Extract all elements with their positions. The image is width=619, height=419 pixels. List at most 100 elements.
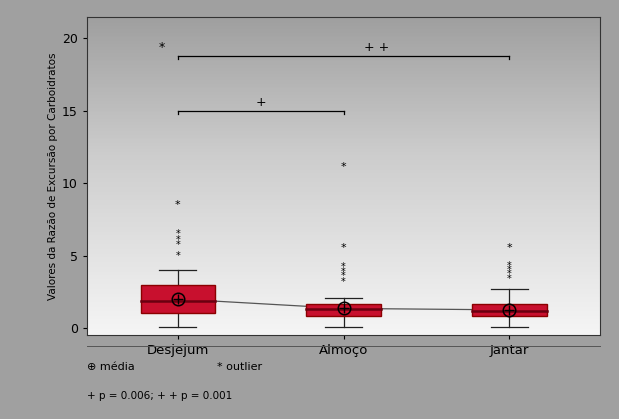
Bar	[87, 93, 600, 95]
Bar	[87, 96, 600, 98]
Bar	[87, 219, 600, 220]
Bar	[87, 171, 600, 173]
Bar	[87, 303, 600, 305]
Bar	[87, 200, 600, 202]
Bar	[87, 257, 600, 259]
Text: * outlier: * outlier	[217, 362, 262, 372]
Text: *: *	[175, 235, 180, 245]
Text: + p = 0.006; + + p = 0.001: + p = 0.006; + + p = 0.001	[87, 391, 232, 401]
Bar	[87, 23, 600, 25]
Bar	[87, 222, 600, 224]
Bar	[87, 44, 600, 45]
Bar	[87, 228, 600, 230]
Bar	[87, 206, 600, 208]
Bar	[87, 173, 600, 174]
Bar	[87, 256, 600, 257]
Bar	[87, 208, 600, 210]
Bar	[87, 315, 600, 316]
Bar	[87, 251, 600, 252]
Text: *: *	[341, 262, 346, 272]
Bar	[87, 279, 600, 281]
Bar	[87, 246, 600, 248]
Bar	[87, 332, 600, 334]
Bar	[87, 95, 600, 96]
Bar	[87, 170, 600, 171]
Bar	[87, 112, 600, 114]
Bar	[87, 127, 600, 128]
Text: ⊕ média: ⊕ média	[87, 362, 134, 372]
Bar	[87, 182, 600, 184]
Text: *: *	[507, 265, 512, 275]
Bar	[87, 194, 600, 195]
Bar	[87, 281, 600, 283]
Bar	[87, 179, 600, 181]
Bar	[87, 283, 600, 284]
Bar	[87, 144, 600, 146]
Bar	[87, 116, 600, 117]
Bar	[87, 100, 600, 101]
Bar	[87, 187, 600, 189]
Bar	[87, 275, 600, 276]
Bar	[87, 262, 600, 264]
Text: *: *	[175, 251, 180, 261]
Bar	[87, 65, 600, 66]
Bar	[87, 211, 600, 212]
Bar	[87, 108, 600, 109]
Text: *: *	[341, 271, 346, 281]
Bar	[87, 203, 600, 204]
Bar	[87, 327, 600, 329]
Bar	[87, 238, 600, 240]
Bar	[87, 190, 600, 192]
Bar	[87, 224, 600, 225]
Bar	[87, 195, 600, 197]
Bar	[87, 160, 600, 162]
Bar	[87, 155, 600, 157]
Bar	[87, 42, 600, 44]
Bar	[87, 109, 600, 111]
Bar	[87, 236, 600, 238]
Bar	[87, 122, 600, 124]
Bar	[306, 304, 381, 316]
Bar	[87, 76, 600, 77]
Bar	[87, 300, 600, 302]
Bar	[87, 111, 600, 112]
Bar	[87, 248, 600, 249]
Bar	[87, 214, 600, 216]
Text: *: *	[507, 269, 512, 279]
Bar	[87, 77, 600, 79]
Bar	[87, 52, 600, 53]
Bar	[87, 305, 600, 307]
Bar	[87, 90, 600, 92]
Bar	[87, 49, 600, 50]
Bar	[87, 69, 600, 71]
Bar	[87, 329, 600, 331]
Bar	[87, 202, 600, 203]
Bar	[87, 331, 600, 332]
Bar	[87, 66, 600, 68]
Bar	[87, 26, 600, 28]
Bar	[87, 240, 600, 241]
Bar	[87, 79, 600, 80]
Bar	[87, 117, 600, 119]
Bar	[87, 308, 600, 310]
Text: *: *	[175, 241, 180, 251]
Bar	[87, 254, 600, 256]
Bar	[87, 260, 600, 262]
Bar	[87, 125, 600, 127]
Bar	[87, 313, 600, 315]
Bar	[87, 212, 600, 214]
Bar	[87, 289, 600, 291]
Bar	[87, 276, 600, 278]
Bar	[87, 244, 600, 246]
Bar	[87, 74, 600, 76]
Bar	[87, 189, 600, 190]
Text: *: *	[506, 243, 512, 253]
Bar	[87, 55, 600, 57]
Bar	[87, 299, 600, 300]
Text: *: *	[340, 243, 347, 253]
Bar	[87, 133, 600, 134]
Bar	[87, 324, 600, 326]
Bar	[87, 259, 600, 260]
Bar	[87, 184, 600, 186]
Bar	[87, 39, 600, 41]
